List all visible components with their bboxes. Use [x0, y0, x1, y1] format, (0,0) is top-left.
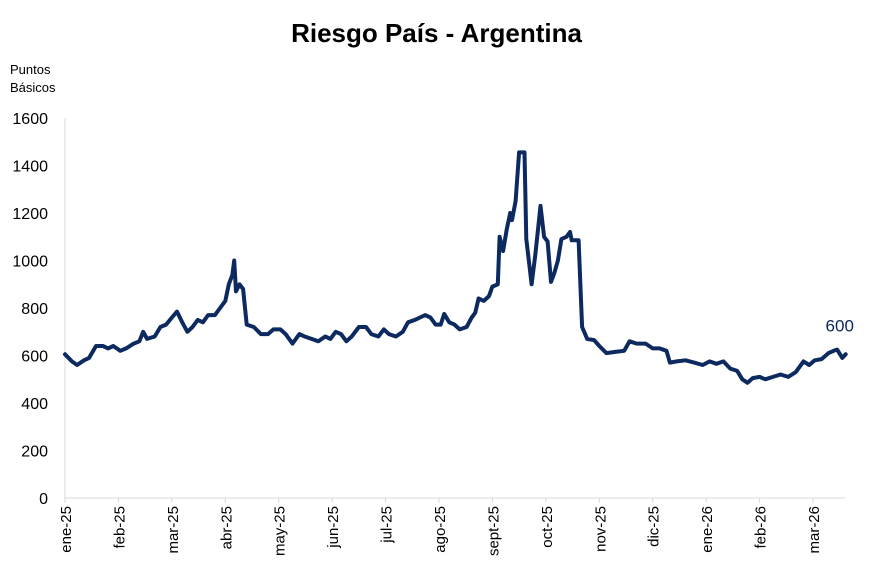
y-tick-label: 1000 [12, 254, 48, 271]
x-tick-label: feb-26 [753, 506, 770, 549]
x-tick-label: oct-25 [539, 506, 556, 548]
y-tick-label: 1200 [12, 206, 48, 223]
y-tick-label: 1400 [12, 159, 48, 176]
x-tick-label: ago-25 [432, 506, 449, 553]
x-tick-label: ene-26 [699, 506, 716, 553]
x-tick-label: dic-25 [646, 506, 663, 547]
end-value-label: 600 [826, 316, 854, 335]
x-tick-marks [64, 498, 814, 503]
x-tick-label: mar-26 [806, 506, 823, 554]
series-layer [63, 150, 848, 385]
x-tick-label: mar-25 [165, 506, 182, 554]
y-tick-label: 1600 [12, 111, 48, 128]
x-tick-label: may-25 [272, 506, 289, 556]
x-tick-label: sept-25 [485, 506, 502, 556]
x-tick-label: jun-25 [325, 506, 342, 549]
y-axis-unit-line-2: Básicos [10, 80, 56, 95]
y-tick-label: 200 [21, 444, 48, 461]
y-tick-label: 800 [21, 301, 48, 318]
x-tick-label: abr-25 [218, 506, 235, 549]
y-tick-label: 0 [39, 491, 48, 508]
y-tick-labels: 0 200 400 600 800 1000 1200 1400 1600 [12, 111, 48, 508]
axes [64, 118, 845, 499]
y-tick-label: 400 [21, 396, 48, 413]
x-tick-label: nov-25 [592, 506, 609, 552]
x-tick-label: jul-25 [379, 506, 396, 544]
chart-title: Riesgo País - Argentina [291, 18, 582, 48]
y-axis-unit-label: Puntos Básicos [10, 61, 56, 97]
x-tick-labels: ene-25 feb-25 mar-25 abr-25 may-25 jun-25 jul-… [58, 506, 823, 556]
x-tick-label: ene-25 [58, 506, 75, 553]
y-tick-label: 600 [21, 349, 48, 366]
y-axis-unit-line-1: Puntos [10, 62, 51, 77]
x-tick-label: feb-25 [111, 506, 128, 549]
series-line [63, 150, 848, 385]
